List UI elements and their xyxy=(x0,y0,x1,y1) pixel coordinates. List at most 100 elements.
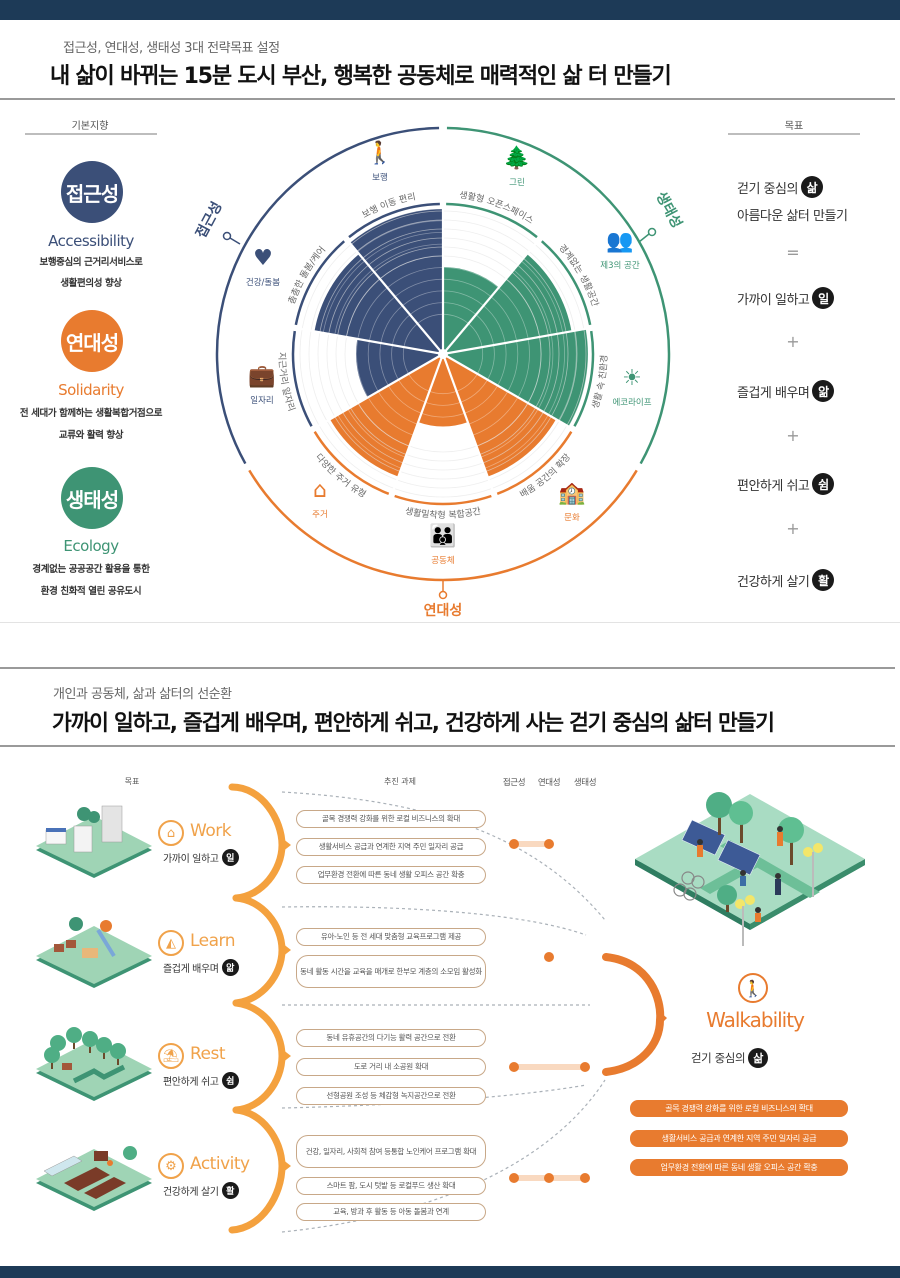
category-goal: 건강하게 살기 활 xyxy=(163,1182,239,1199)
solidarity-english: Solidarity xyxy=(58,381,124,399)
col-tasks-header: 추진 과제 xyxy=(384,777,416,786)
icon-label: 에코라이프 xyxy=(612,397,651,408)
goal-item-activity: 건강하게 살기 활 xyxy=(737,569,835,591)
task-text: 통합 노인케어 프로그램 확대 xyxy=(390,1146,477,1156)
task-item: 선형공원 조성 등 체감형 녹지공간으로 전환 xyxy=(296,1087,486,1105)
category-goal: 편안하게 쉬고 쉼 xyxy=(163,1072,239,1089)
svg-text:💼: 💼 xyxy=(248,364,275,389)
people xyxy=(697,826,783,922)
task-item: 골목 경쟁력 강화를 위한 로컬 비즈니스의 확대 xyxy=(296,810,486,828)
bracket-arrows xyxy=(282,838,291,1173)
category-title: Work xyxy=(190,821,232,841)
section2-subtitle: 개인과 공동체, 삶과 삶터의 선순환 xyxy=(53,687,232,702)
task-item: 생활서비스 공급과 연계한 지역 주민 일자리 공급 xyxy=(296,838,486,856)
trees-icon: 🌲 그린 xyxy=(503,145,530,188)
bench-icon: ⛱ xyxy=(158,1043,184,1069)
svg-text:접근성: 접근성 xyxy=(193,199,225,241)
icon-label: 건강/돌봄 xyxy=(246,277,280,288)
walking-person-icon: 🚶 보행 xyxy=(366,140,393,183)
walkability-goal-text: 걷기 중심의 xyxy=(691,1051,746,1065)
walkability-pill: 골목 경쟁력 강화를 위한 로컬 비즈니스의 확대 xyxy=(630,1100,848,1117)
school-building-icon: 🏫 문화 xyxy=(558,481,585,523)
accessibility-english: Accessibility xyxy=(48,232,134,250)
bicycles xyxy=(673,871,705,901)
walkability-bracket xyxy=(602,953,665,1076)
ecology-english: Ecology xyxy=(63,537,119,555)
section2-top-divider xyxy=(0,667,895,669)
walking-person-icon: 🚶 xyxy=(738,973,768,1003)
task-item: 도로 거리 내 소공원 확대 xyxy=(296,1058,486,1076)
category-goal-text: 편안하게 쉬고 xyxy=(163,1077,219,1088)
icon-label: 일자리 xyxy=(250,396,273,406)
goal-item-rest: 편안하게 쉬고 쉼 xyxy=(737,473,835,495)
group-label-접근성: 접근성 xyxy=(193,199,232,241)
radial-spokes xyxy=(298,207,588,493)
radial-sector xyxy=(349,209,443,354)
basic-direction-underline xyxy=(25,133,157,135)
category-goal: 가까이 일하고 일 xyxy=(163,849,239,866)
sector-label: 생활형 오픈스페이스 xyxy=(459,190,536,227)
radial-sector xyxy=(443,267,499,354)
work-illustration xyxy=(36,805,152,878)
category-goal-text: 가까이 일하고 xyxy=(163,854,219,865)
goal-badge: 일 xyxy=(812,287,835,309)
section2-title: 가까이 일하고, 즐겁게 배우며, 편안하게 쉬고, 건강하게 사는 걷기 중심… xyxy=(52,711,775,736)
sector-label: 경계없는 생활공간 xyxy=(556,242,600,308)
goal-underline xyxy=(728,133,860,135)
sector-label: 생활밀착형 복합공간 xyxy=(404,506,482,521)
category-badge: 쉼 xyxy=(221,1072,239,1089)
radial-sector xyxy=(355,338,443,398)
task-text: 동네 유휴공간의 다기능 활력 공간으로 전환 xyxy=(326,1033,456,1042)
icon-label: 보행 xyxy=(372,172,388,183)
goal-header: 목표 xyxy=(784,121,804,132)
category-title: Learn xyxy=(190,931,236,951)
goal-main-badge: 삶 xyxy=(800,176,823,198)
walkability-pill: 생활서비스 공급과 연계한 지역 주민 일자리 공급 xyxy=(630,1130,848,1147)
walkability-arrow xyxy=(660,1012,667,1025)
icon-label: 공동체 xyxy=(431,555,454,566)
walkable-neighborhood-illustration xyxy=(635,792,865,946)
col-goal-header: 목표 xyxy=(124,777,140,786)
gear-icon: ⚙ xyxy=(158,1153,184,1179)
task-item: 동네 활동 시간을 교육을 매개로 한 부모 계층의 소모임 활성화 xyxy=(296,955,486,988)
section2-divider xyxy=(0,745,895,747)
task-text: 부모 계층의 소모임 활성화 xyxy=(402,966,482,976)
task-text: 건강, 일자리, 사회적 참여 등 xyxy=(305,1146,391,1156)
category-goal-text: 즐겁게 배우며 xyxy=(163,964,219,975)
group-label-생태성: 생태성 xyxy=(647,189,685,237)
rating-dot-연대성 xyxy=(544,839,554,849)
section1-subtitle: 접근성, 연대성, 생태성 3대 전략목표 설정 xyxy=(63,41,280,56)
category-title: Activity xyxy=(190,1154,250,1174)
learn-illustration xyxy=(36,917,152,988)
section1-bottom-rule xyxy=(0,622,900,623)
heart-pulse-icon: ♥ 건강/돌봄 xyxy=(246,246,280,288)
community-people-icon: 👪 공동체 xyxy=(429,523,456,566)
section1-divider xyxy=(0,98,895,100)
sun-icon: ☀ 에코라이프 xyxy=(612,366,651,408)
goal-badge: 쉼 xyxy=(812,473,835,495)
solidarity-desc-1: 전 세대가 함께하는 생활복합거점으로 xyxy=(19,408,163,419)
house-icon: ⌂ 주거 xyxy=(312,478,328,520)
radial-sectors xyxy=(314,209,588,477)
solidarity-circle: 연대성 xyxy=(61,310,123,372)
plus-sign: + xyxy=(786,426,800,445)
svg-text:♥: ♥ xyxy=(253,246,273,271)
task-text: 유아-노인 등 전 세대 맞춤형 교육프로그램 제공 xyxy=(320,932,462,941)
goal-text: 가까이 일하고 xyxy=(737,292,810,308)
category-goal-text: 건강하게 살기 xyxy=(163,1187,219,1198)
solidarity-desc-2: 교류와 활력 향상 xyxy=(58,430,124,441)
svg-text:🏫: 🏫 xyxy=(558,481,585,506)
task-item: 교육, 방과 후 활동 등 아동 돌봄과 연계 xyxy=(296,1203,486,1221)
category-badge: 활 xyxy=(221,1182,239,1199)
goal-item-work: 가까이 일하고 일 xyxy=(737,287,835,309)
radial-sector xyxy=(443,328,588,427)
walkability-badge: 삶 xyxy=(748,1048,769,1068)
walkability-title: Walkability xyxy=(706,1008,805,1032)
svg-text:생태성: 생태성 xyxy=(652,189,684,231)
rating-head-accessibility: 접근성 xyxy=(502,778,526,788)
svg-text:🚶: 🚶 xyxy=(366,140,393,166)
category-badge: 앎 xyxy=(221,959,239,976)
goal-badge: 앎 xyxy=(812,380,835,402)
svg-text:☀: ☀ xyxy=(622,366,642,391)
